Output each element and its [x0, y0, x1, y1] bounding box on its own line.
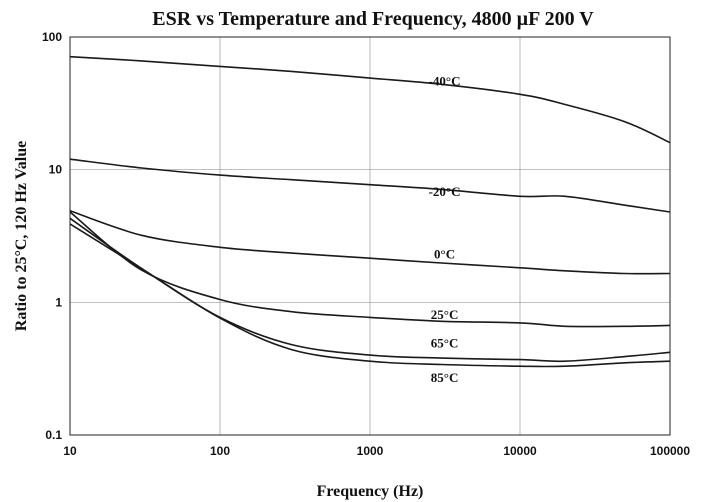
- series-line-2: [69, 210, 671, 275]
- tick-layer: 10 100 1000 10000 100000 0.1 1 10 100: [42, 30, 690, 458]
- x-tick-label-100: 100: [210, 444, 230, 458]
- x-tick-label-1000: 1000: [357, 444, 384, 458]
- y-tick-label-100: 100: [42, 30, 62, 44]
- series-label-3: 25°C: [431, 307, 459, 322]
- series-label-4: 65°C: [431, 335, 459, 350]
- series-line-1: [69, 158, 671, 213]
- x-axis-label: Frequency (Hz): [317, 483, 424, 500]
- series-layer: [69, 55, 671, 368]
- series-line-5: [69, 223, 671, 368]
- chart-title: ESR vs Temperature and Frequency, 4800 µ…: [152, 8, 594, 30]
- grid-layer: [70, 37, 670, 435]
- series-label-2: 0°C: [434, 246, 455, 261]
- y-tick-label-1: 1: [55, 295, 62, 309]
- y-tick-label-10: 10: [49, 163, 63, 177]
- plot-frame: [69, 36, 671, 436]
- x-tick-label-100000: 100000: [650, 444, 690, 458]
- series-label-layer: -40°C -20°C 0°C 25°C 65°C 85°C: [429, 74, 461, 385]
- x-tick-label-10000: 10000: [503, 444, 537, 458]
- series-label-1: -20°C: [429, 184, 461, 199]
- series-label-5: 85°C: [431, 370, 459, 385]
- y-axis-label: Ratio to 25°C, 120 Hz Value: [13, 141, 30, 331]
- x-tick-label-10: 10: [63, 444, 77, 458]
- series-line-0: [69, 55, 671, 144]
- series-line-3: [69, 211, 671, 328]
- series-label-0: -40°C: [429, 74, 461, 89]
- y-tick-label-0.1: 0.1: [45, 428, 62, 442]
